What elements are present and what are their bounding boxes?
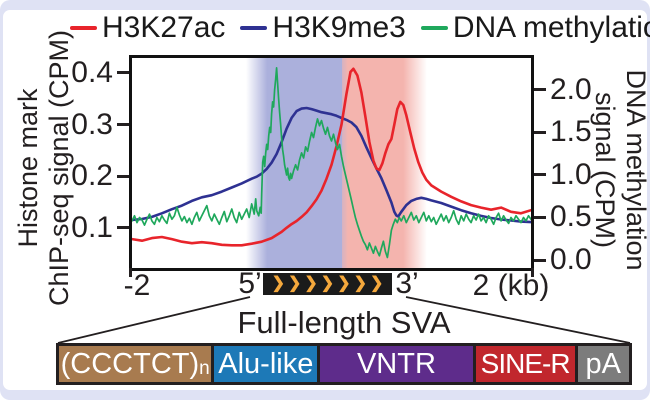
y-left-tick: [117, 123, 129, 127]
y-left-tick-label: 0.3: [71, 107, 113, 141]
legend: H3K27ac H3K9me3 DNA methylation: [70, 11, 650, 45]
y-right-tick: [534, 215, 546, 219]
legend-item-h3k27ac: H3K27ac: [70, 11, 225, 45]
curve-dna-methylation: [132, 67, 531, 259]
right-axis-title-line1: DNA methylation: [621, 69, 650, 271]
curve-h3k27ac: [132, 67, 531, 247]
x-right-tick: [531, 268, 534, 277]
sva-segment-vntr: VNTR: [320, 346, 476, 382]
left-axis-title-line2: ChIP-seq signal (CPM): [44, 29, 74, 307]
y-left-tick: [117, 174, 129, 178]
dna-methylation-line-icon: [420, 26, 448, 30]
legend-label-h3k27ac: H3K27ac: [102, 11, 226, 44]
h3k9me3-line-icon: [240, 26, 268, 30]
left-axis-title-line1: Histone mark: [13, 88, 43, 248]
chevron-right-icons: ❯❯❯❯❯❯❯: [271, 275, 387, 292]
y-right-tick-label: 2.0: [550, 72, 592, 106]
sva-diagram-title: Full-length SVA: [237, 305, 451, 340]
plot-area: [129, 55, 534, 271]
signal-curves: [132, 67, 531, 259]
y-right-tick: [534, 88, 546, 92]
y-right-tick: [534, 258, 546, 262]
x-left-tick: [129, 268, 132, 277]
sva-track-bar: ❯❯❯❯❯❯❯: [263, 273, 392, 295]
right-axis-title: DNA methylation signal (CPM): [589, 45, 650, 295]
x-tick-label-neg2: -2: [123, 269, 151, 302]
y-right-tick: [534, 130, 546, 134]
right-axis-title-line2: signal (CPM): [590, 91, 620, 249]
sva-diagram: (CCCTCT) n Alu-like VNTR SINE-R pA: [56, 343, 632, 385]
y-right-tick-label: 0.5: [550, 200, 592, 234]
y-left-tick: [117, 71, 129, 75]
y-right-tick-label: 0.0: [550, 243, 592, 276]
y-right-tick: [534, 173, 546, 177]
left-axis-title: Histone mark ChIP-seq signal (CPM): [13, 13, 75, 323]
legend-item-h3k9me3: H3K9me3: [240, 11, 406, 45]
legend-item-dna-methylation: DNA methylation: [420, 11, 650, 45]
legend-label-dna-methylation: DNA methylation: [452, 11, 650, 44]
sva-segment-alu-like: Alu-like: [214, 346, 321, 382]
sva-segment-ccctct: (CCCTCT) n: [59, 346, 215, 382]
three-prime-label: 3’: [395, 267, 419, 300]
y-left-tick-label: 0.4: [71, 55, 113, 89]
y-right-tick-label: 1.5: [550, 115, 592, 149]
shaded-region-pink: [342, 58, 428, 268]
y-right-tick-label: 1.0: [550, 157, 592, 191]
h3k27ac-line-icon: [70, 26, 97, 30]
y-left-tick: [117, 226, 129, 230]
legend-label-h3k9me3: H3K9me3: [272, 11, 406, 44]
y-left-tick-label: 0.2: [71, 159, 113, 193]
five-prime-label: 5’: [238, 267, 262, 300]
y-left-tick-label: 0.1: [71, 210, 113, 244]
sva-segment-pa: pA: [577, 346, 629, 382]
sva-segment-sine-r: SINE-R: [475, 346, 578, 382]
